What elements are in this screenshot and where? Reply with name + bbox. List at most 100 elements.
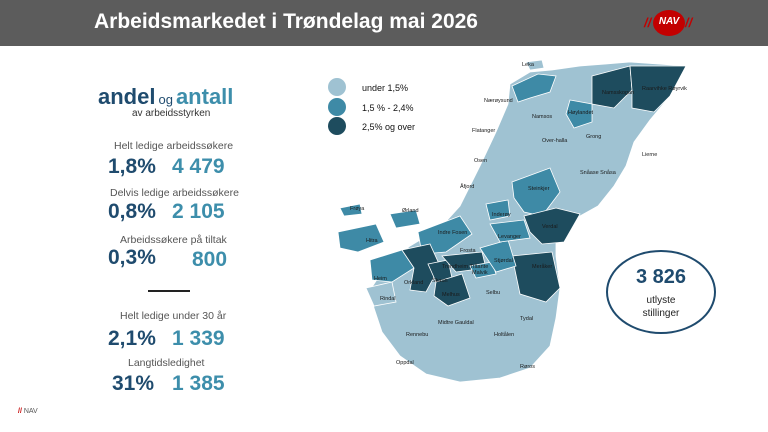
label-afjord: Åfjord	[460, 183, 474, 190]
label-snasa: Snåase Snåsa	[580, 169, 617, 176]
footer-text: NAV	[23, 408, 38, 415]
label-orland: Ørland	[402, 208, 419, 214]
muni-naeroysund	[511, 73, 557, 103]
stat-label-langtid: Langtidsledighet	[128, 357, 205, 369]
muni-heim	[369, 249, 415, 283]
label-stjordal: Stjørdal	[494, 258, 513, 264]
stats-divider	[148, 290, 190, 292]
label-roros: Røros	[520, 364, 535, 370]
label-melhus: Melhus	[442, 292, 460, 298]
label-verdal: Verdal	[542, 224, 558, 230]
muni-froya	[339, 203, 363, 217]
label-osen: Osen	[474, 158, 487, 164]
label-tydal: Tydal	[520, 316, 533, 322]
stat-label-under-30: Helt ledige under 30 år	[120, 310, 227, 322]
muni-meraker	[511, 251, 561, 303]
legend-label-high: 2,5% og over	[362, 122, 416, 132]
stats-heading: andel og antall	[98, 84, 233, 110]
muni-orland	[389, 209, 421, 229]
stat-num-tiltak: 800	[192, 248, 228, 271]
legend-dot-low	[328, 78, 346, 96]
label-skaun: Skaun	[432, 278, 448, 284]
label-lierne: Lierne	[642, 152, 657, 158]
page-title: Arbeidsmarkedet i Trøndelag mai 2026	[94, 10, 478, 33]
label-meraker: Meråker	[532, 263, 552, 270]
vacancies-circle: 3 826 utlyste stillinger	[606, 250, 716, 334]
label-oppdal: Oppdal	[396, 360, 414, 366]
label-holtalen: Holtålen	[494, 331, 514, 338]
muni-inderoy	[485, 199, 511, 221]
label-indre-fosen: Indre Fosen	[438, 230, 467, 236]
logo-slash-left: //	[644, 15, 652, 30]
label-hitra: Hitra	[366, 238, 379, 244]
stat-num-langtid: 1 385	[172, 372, 225, 395]
label-naeroysund: Nærøysund	[484, 98, 513, 104]
label-frosta: Frosta	[460, 248, 477, 254]
heading-og: og	[158, 92, 173, 107]
muni-hoylandet	[565, 99, 593, 129]
label-rennebu: Rennebu	[406, 332, 428, 338]
logo-text: NAV	[658, 16, 680, 27]
label-namsskogan: Namsskogan	[602, 90, 634, 96]
logo-oval-icon	[653, 10, 685, 36]
label-rindal: Rindal	[380, 296, 396, 302]
vacancies-number: 3 826	[635, 266, 687, 288]
stat-pct-under-30: 2,1%	[108, 327, 156, 350]
stat-label-delvis-ledige: Delvis ledige arbeidssøkere	[110, 187, 239, 199]
label-royrvik: Raarvihke Røyrvik	[642, 86, 687, 92]
map-labels: Leka Nærøysund Namsos Namsskogan Raarvih…	[350, 62, 687, 370]
stat-num-under-30: 1 339	[172, 327, 225, 350]
legend-label-low: under 1,5%	[362, 83, 409, 93]
label-flatanger: Flatanger	[472, 128, 495, 134]
muni-melhus	[433, 273, 471, 307]
label-trondheim: Trondheim Tråante	[442, 263, 488, 270]
heading-subtitle: av arbeidsstyrken	[132, 108, 211, 119]
label-hoylandet: Høylandet	[568, 110, 594, 116]
muni-hitra	[337, 223, 385, 253]
map-land	[337, 59, 687, 383]
stat-num-delvis-ledige: 2 105	[172, 200, 225, 223]
legend-label-mid: 1,5 % - 2,4%	[362, 103, 414, 113]
label-selbu: Selbu	[486, 290, 500, 296]
muni-namsskogan	[591, 65, 633, 109]
label-grong: Grong	[586, 134, 601, 140]
label-levanger: Levanger	[498, 234, 521, 240]
legend-dot-high	[328, 117, 346, 135]
label-midtre-gauldal: Midtre Gauldal	[438, 320, 474, 326]
stat-label-helt-ledige: Helt ledige arbeidssøkere	[114, 140, 234, 152]
label-steinkjer: Steinkjer	[528, 186, 550, 192]
muni-levanger	[489, 219, 531, 243]
muni-verdal	[523, 207, 581, 245]
trondelag-map: Leka Nærøysund Namsos Namsskogan Raarvih…	[337, 59, 687, 383]
heading-andel: andel	[98, 84, 156, 109]
muni-malvik	[469, 261, 497, 279]
vacancies-line2: stillinger	[642, 308, 680, 319]
stat-pct-langtid: 31%	[112, 372, 155, 395]
logo-slash-right: //	[685, 15, 693, 30]
label-overhalla: Over-halla	[542, 138, 568, 144]
label-leka: Leka	[522, 62, 535, 68]
stat-pct-helt-ledige: 1,8%	[108, 155, 156, 178]
stat-pct-tiltak: 0,3%	[108, 246, 156, 269]
stat-num-helt-ledige: 4 479	[172, 155, 225, 178]
muni-royrvik	[629, 65, 687, 113]
footer-slashes: //	[18, 408, 22, 415]
muni-leka	[525, 59, 545, 71]
label-namsos: Namsos	[532, 114, 552, 120]
label-froya: Frøya	[350, 206, 365, 212]
stat-label-tiltak: Arbeidssøkere på tiltak	[120, 234, 227, 246]
legend-dot-mid	[328, 98, 346, 116]
muni-rindal	[365, 281, 397, 307]
nav-logo: // NAV //	[644, 10, 694, 36]
stat-pct-delvis-ledige: 0,8%	[108, 200, 156, 223]
footer: // NAV	[18, 408, 38, 415]
heading-antall: antall	[175, 84, 234, 109]
label-inderoy: Inderøy	[492, 212, 511, 218]
muni-stjordal	[479, 239, 517, 273]
label-malvik: Malvik	[472, 270, 488, 276]
label-heim: Heim	[374, 276, 387, 282]
vacancies-line1: utlyste	[646, 295, 676, 306]
muni-orkland	[401, 243, 441, 293]
label-orkland: Orkland	[404, 280, 423, 286]
header-bar: Arbeidsmarkedet i Trøndelag mai 2026 // …	[0, 0, 768, 46]
